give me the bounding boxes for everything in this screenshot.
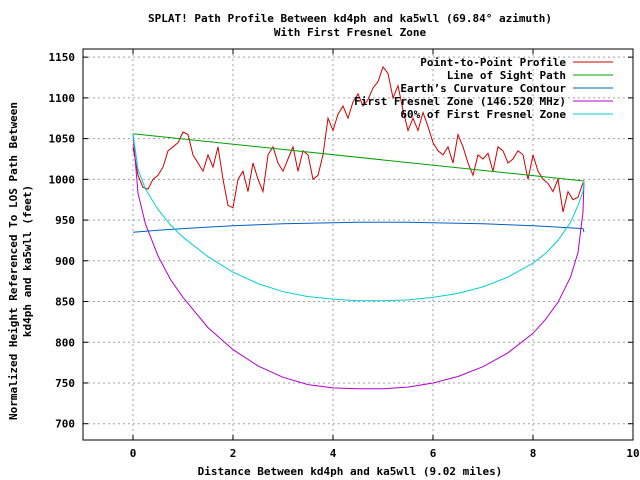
x-tick-label: 2	[230, 447, 237, 460]
legend-label-point-to-point-profile: Point-to-Point Profile	[420, 56, 566, 69]
legend-label-earth-s-curvature-contour: Earth’s Curvature Contour	[400, 82, 566, 95]
legend-label-first-fresnel-zone-146-520-mhz: First Fresnel Zone (146.520 MHz)	[354, 95, 566, 108]
series-line-line-of-sight-path	[132, 133, 585, 182]
y-axis-label-line-1: Normalized Height Referenced To LOS Path…	[7, 102, 20, 420]
y-tick-label: 700	[55, 418, 75, 431]
y-tick-label: 800	[55, 336, 75, 349]
x-tick-label: 4	[330, 447, 337, 460]
y-tick-label: 1000	[49, 173, 76, 186]
legend-label-line-of-sight-path: Line of Sight Path	[447, 69, 566, 82]
chart-subtitle: With First Fresnel Zone	[274, 26, 427, 39]
x-tick-label: 10	[626, 447, 639, 460]
series-lines	[132, 65, 585, 390]
plot-frame	[82, 48, 634, 441]
y-axis-label: Normalized Height Referenced To LOS Path…	[7, 102, 34, 420]
y-tick-label: 1150	[49, 51, 76, 64]
series-line-point-to-point-profile	[132, 65, 584, 213]
y-tick-label: 950	[55, 214, 75, 227]
y-tick-label: 1050	[49, 133, 76, 146]
series-line-earth-s-curvature-contour	[132, 221, 585, 233]
x-tick-label: 0	[130, 447, 137, 460]
legend-label-60-of-first-fresnel-zone: 60% of First Fresnel Zone	[400, 108, 566, 121]
chart-title: SPLAT! Path Profile Between kd4ph and ka…	[148, 12, 552, 25]
y-tick-label: 750	[55, 377, 75, 390]
x-tick-label: 6	[430, 447, 437, 460]
x-tick-label: 8	[530, 447, 537, 460]
y-tick-label: 900	[55, 255, 75, 268]
y-tick-label: 1100	[49, 92, 76, 105]
x-axis-label: Distance Between kd4ph and ka5wll (9.02 …	[198, 465, 503, 478]
series-line-60-of-first-fresnel-zone	[132, 133, 585, 302]
x-axis-ticks: 0 2 4 6 8 10	[130, 49, 640, 460]
y-axis-ticks: 700 750 800 850 900 950 1000 1050 1100 1150	[49, 51, 633, 431]
y-tick-label: 850	[55, 296, 75, 309]
series-line-first-fresnel-zone-146-520-mhz	[132, 133, 585, 390]
y-axis-label-line-2: kd4ph and ka5wll (feet)	[21, 185, 34, 337]
